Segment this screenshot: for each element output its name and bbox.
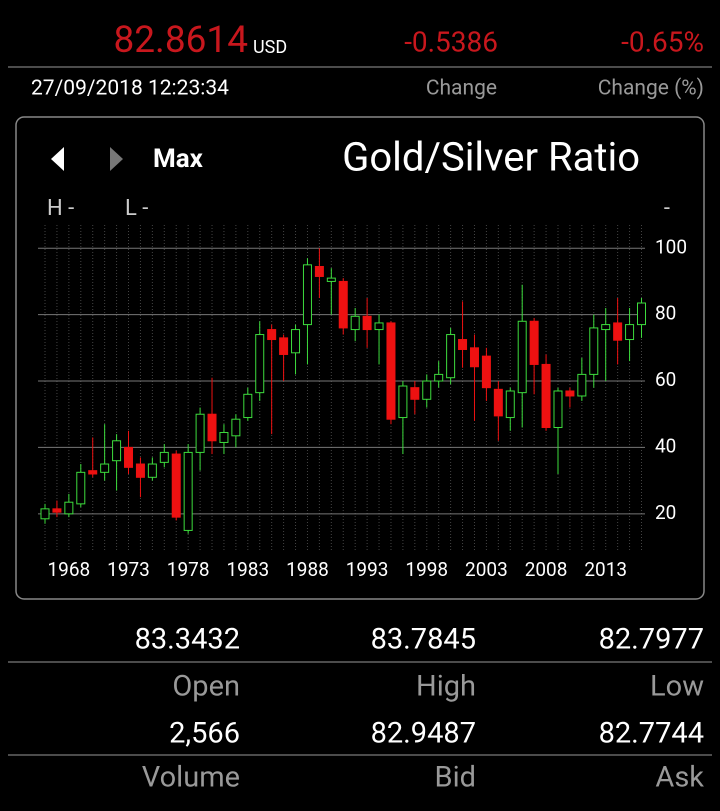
candle-body — [398, 385, 408, 419]
next-button[interactable] — [110, 147, 123, 171]
candle-body — [350, 315, 360, 331]
chart-panel — [15, 116, 705, 600]
candle-body — [267, 329, 277, 341]
stats: 83.3432 83.7845 82.7977 Open High Low 2,566 82.… — [135, 623, 705, 795]
candle-body — [195, 413, 205, 453]
candle-body — [231, 418, 241, 437]
candle-body — [135, 463, 145, 478]
candle-body — [529, 320, 539, 365]
candle-body — [302, 264, 312, 326]
candle-body — [112, 440, 122, 462]
candle-body — [434, 373, 444, 382]
x-tick-label: 1988 — [286, 558, 329, 581]
stat-value: 82.7977 — [599, 623, 704, 657]
stat-value: 82.9487 — [371, 717, 476, 751]
x-tick-label: 2003 — [465, 558, 508, 581]
candle-body — [422, 380, 432, 400]
candle-body — [517, 320, 527, 394]
change: -0.5386 — [404, 25, 498, 58]
stat-label: High — [416, 670, 476, 704]
candle-body — [207, 413, 217, 442]
candle-body — [171, 453, 181, 518]
candle-body — [410, 387, 420, 400]
y-tick-label: 40 — [655, 434, 676, 457]
candle-body — [64, 501, 74, 515]
candle-body — [565, 390, 575, 397]
candle-body — [326, 277, 336, 282]
stat-value: 82.7744 — [599, 717, 704, 751]
candle-body — [338, 280, 348, 329]
candle-body — [493, 388, 503, 417]
candle-body — [458, 339, 468, 350]
stat-label: Low — [650, 670, 704, 704]
candle-body — [362, 315, 372, 331]
candle-body — [541, 363, 551, 429]
candle-body — [386, 322, 396, 420]
currency: USD — [253, 37, 287, 58]
candle-body — [88, 470, 98, 475]
stat-value: 83.3432 — [135, 623, 240, 657]
stat-label: Ask — [655, 761, 704, 795]
x-tick-label: 1968 — [48, 558, 91, 581]
candle-body — [374, 322, 384, 331]
stat-label: Volume — [142, 761, 240, 795]
x-tick-label: 1973 — [107, 558, 150, 581]
candle-body — [147, 463, 157, 478]
candle-body — [589, 327, 599, 375]
candle-body — [613, 322, 623, 341]
range-button[interactable]: Max — [153, 144, 204, 174]
candle-body — [577, 373, 587, 397]
price: 82.8614 — [113, 19, 248, 62]
low-label: L - — [125, 196, 148, 221]
candle-body — [481, 355, 491, 389]
prev-button[interactable] — [51, 147, 64, 171]
stat-value: 83.7845 — [371, 623, 476, 657]
x-tick-label: 1998 — [405, 558, 448, 581]
y-tick-label: 100 — [655, 235, 687, 258]
candle-body — [625, 324, 635, 341]
candle-body — [243, 393, 253, 419]
change-label: Change — [426, 77, 497, 101]
x-tick-label: 1983 — [226, 558, 269, 581]
plot: 1968 1973 1978 1983 1988 1993 1998 2003 2008 2013… — [38, 225, 687, 581]
x-tick-label: 2013 — [584, 558, 627, 581]
stat-label: Open — [172, 670, 240, 704]
candle-body — [255, 334, 265, 394]
candle-body — [40, 508, 50, 520]
y-tick-label: 20 — [655, 501, 676, 524]
change-pct-label: Change (%) — [598, 77, 704, 101]
candle-body — [52, 508, 62, 513]
x-tick-label: 1993 — [346, 558, 389, 581]
chart-title: Gold/Silver Ratio — [342, 134, 640, 181]
datetime: 27/09/2018 12:23:34 — [31, 77, 229, 101]
right-label: - — [664, 196, 670, 221]
stat-label: Bid — [435, 761, 476, 795]
candle-body — [219, 431, 229, 443]
candle-body — [76, 471, 86, 505]
x-tick-label: 1978 — [167, 558, 210, 581]
candle-body — [505, 390, 515, 419]
candle-body — [183, 451, 193, 531]
candle-body — [601, 324, 611, 331]
candle-body — [124, 446, 134, 468]
x-tick-label: 2008 — [525, 558, 568, 581]
candle-body — [553, 390, 563, 429]
candle-body — [314, 265, 324, 277]
high-label: H - — [47, 196, 74, 221]
candle-body — [291, 329, 301, 354]
y-tick-label: 80 — [655, 302, 676, 325]
candle-body — [469, 347, 479, 368]
candle-body — [637, 302, 646, 326]
candle-body — [159, 451, 169, 463]
candle-body — [446, 334, 456, 379]
candle-body — [279, 337, 289, 355]
change-pct: -0.65% — [621, 25, 704, 58]
stat-value: 2,566 — [169, 717, 240, 751]
candle-body — [100, 463, 110, 473]
y-tick-label: 60 — [655, 368, 676, 391]
